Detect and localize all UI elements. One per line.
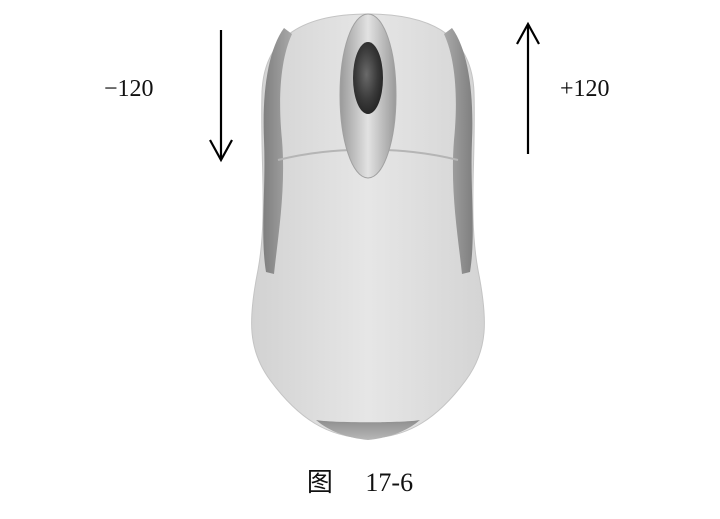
computer-mouse-icon: [251, 13, 485, 440]
bottom-accent: [316, 420, 420, 440]
left-side-grip: [263, 28, 292, 274]
figure-caption: 图 17-6: [306, 468, 414, 497]
arrow-up-icon: [516, 21, 540, 154]
scroll-wheel: [353, 42, 383, 114]
scroll-down-value-label: −120: [104, 76, 154, 102]
right-side-grip: [444, 28, 473, 274]
scroll-up-value-label: +120: [560, 76, 610, 102]
arrow-down-icon: [209, 30, 233, 163]
